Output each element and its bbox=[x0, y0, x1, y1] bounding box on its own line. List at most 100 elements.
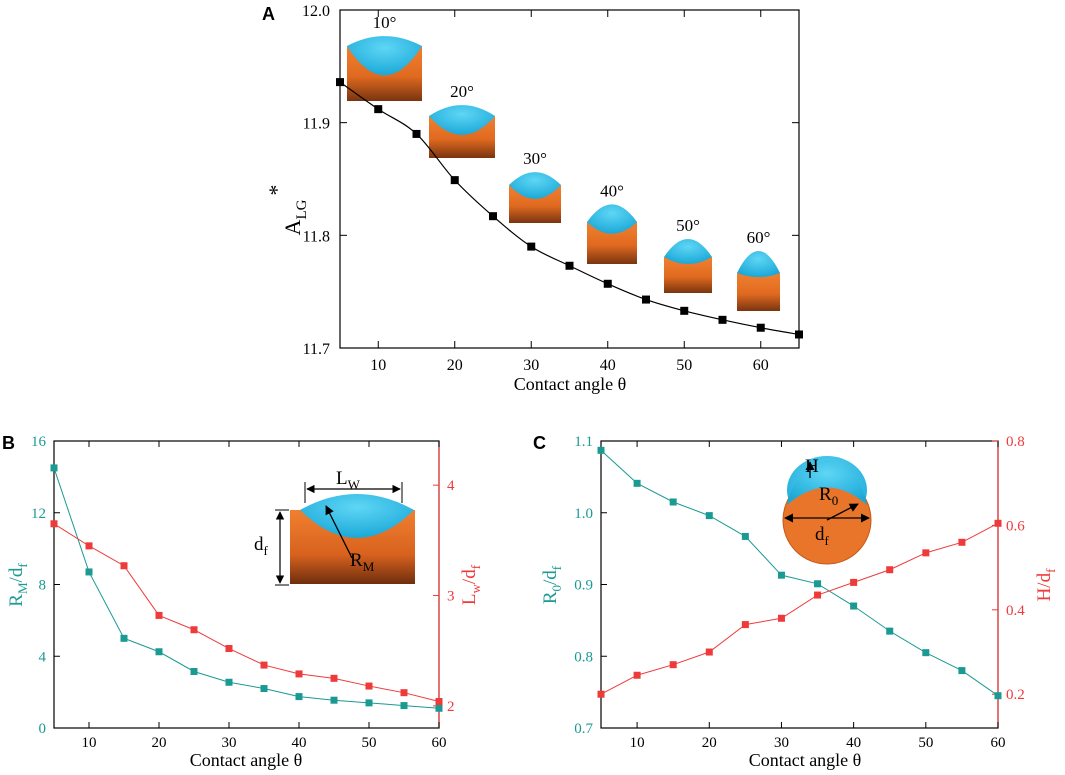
data-point-c-left bbox=[850, 602, 858, 610]
y-tick-label-c-left: 0.9 bbox=[574, 578, 593, 594]
chart-b: 10 20 30 40 50 60 0 4 8 12 16 2 3 4 Contact angle θ R… bbox=[6, 434, 483, 770]
x-tick-label-c: 40 bbox=[846, 735, 861, 751]
y-tick-label-b-right: 2 bbox=[447, 699, 455, 715]
data-point-a bbox=[450, 176, 459, 185]
y-tick-label-c-right: 0.8 bbox=[1006, 434, 1025, 450]
droplet-diagram-b: LW df RM bbox=[254, 468, 415, 586]
data-point-b-left bbox=[120, 634, 128, 642]
svg-text:Lw/df: Lw/df bbox=[459, 564, 483, 605]
x-axis-label-b: Contact angle θ bbox=[190, 750, 303, 770]
droplet-inset-30: 30° bbox=[509, 149, 561, 223]
data-point-b-right bbox=[435, 698, 443, 706]
r0-label: R0 bbox=[819, 484, 838, 508]
data-point-c-left bbox=[994, 692, 1002, 700]
df-label-c: df bbox=[815, 524, 830, 548]
data-point-b-right bbox=[225, 645, 233, 653]
x-tick-label-a: 10 bbox=[370, 357, 386, 374]
y-tick-label-c-left: 1.1 bbox=[574, 434, 593, 450]
data-point-c-left bbox=[886, 627, 894, 635]
data-point-c-right bbox=[633, 671, 641, 679]
panel-label-a: A bbox=[262, 4, 275, 24]
data-point-b-left bbox=[435, 704, 443, 712]
y-tick-label-b-left: 4 bbox=[39, 649, 47, 665]
data-point-a bbox=[795, 330, 803, 339]
data-point-a bbox=[680, 306, 689, 315]
x-axis-label-c: Contact angle θ bbox=[749, 750, 862, 770]
data-point-c-right bbox=[850, 578, 858, 586]
data-point-b-left bbox=[330, 696, 338, 704]
x-tick-label-b: 30 bbox=[222, 735, 237, 751]
data-point-b-right bbox=[85, 542, 93, 550]
data-point-b-right bbox=[155, 611, 163, 619]
y-tick-label-b-left: 12 bbox=[31, 506, 46, 522]
x-tick-label-a: 20 bbox=[447, 357, 463, 374]
data-point-c-right bbox=[777, 614, 785, 622]
data-point-c-left bbox=[705, 512, 713, 520]
data-point-c-right bbox=[705, 648, 713, 656]
y-tick-label-b-left: 8 bbox=[39, 578, 47, 594]
data-point-b-right bbox=[260, 661, 268, 669]
droplet-40 bbox=[587, 204, 637, 234]
y-tick-label-b-left: 16 bbox=[31, 434, 47, 450]
data-point-b-right bbox=[190, 626, 198, 634]
angle-label-50: 50° bbox=[676, 216, 700, 235]
data-point-a bbox=[374, 105, 383, 114]
droplet-inset-10: 10° bbox=[347, 13, 422, 101]
series-line-c-left bbox=[600, 449, 999, 697]
x-tick-label-c: 20 bbox=[702, 735, 717, 751]
svg-text:H/df: H/df bbox=[1034, 568, 1058, 602]
data-point-c-right bbox=[597, 690, 605, 698]
data-point-b-left bbox=[155, 648, 163, 656]
df-label-b: df bbox=[254, 534, 269, 558]
angle-label-10: 10° bbox=[373, 13, 397, 32]
svg-text:R0/df: R0/df bbox=[540, 565, 564, 604]
data-point-a bbox=[336, 78, 344, 87]
x-tick-label-c: 60 bbox=[991, 735, 1006, 751]
data-point-c-right bbox=[994, 519, 1002, 527]
panel-label-b: B bbox=[2, 433, 15, 453]
y-tick-label-a: 11.7 bbox=[303, 341, 330, 358]
substrate-60 bbox=[737, 273, 780, 311]
x-tick-label-b: 10 bbox=[82, 735, 97, 751]
data-point-a bbox=[603, 279, 612, 288]
y-tick-label-b-left: 0 bbox=[39, 721, 47, 737]
data-point-c-left bbox=[922, 649, 930, 657]
y-tick-label-b-right: 4 bbox=[447, 478, 455, 494]
panel-label-c: C bbox=[533, 433, 546, 453]
data-point-c-left bbox=[777, 571, 785, 579]
y-axis-label-b-right: Lw/df bbox=[459, 564, 483, 605]
x-tick-label-a: 50 bbox=[676, 357, 692, 374]
data-point-b-right bbox=[120, 562, 128, 570]
data-point-a bbox=[489, 212, 497, 221]
data-point-b-right bbox=[400, 689, 408, 697]
data-point-a bbox=[642, 295, 650, 304]
x-tick-label-a: 30 bbox=[523, 357, 539, 374]
chart-a: 10 20 30 40 50 60 11.7 11.8 11.9 12.0 10° 20° 30° 40… bbox=[264, 3, 803, 394]
x-tick-label-a: 40 bbox=[600, 357, 616, 374]
y-tick-label-a: 11.9 bbox=[303, 116, 330, 133]
data-point-c-left bbox=[669, 498, 677, 506]
y-tick-label-b-right: 3 bbox=[447, 589, 455, 605]
data-point-b-left bbox=[50, 464, 58, 472]
droplet-50 bbox=[664, 239, 712, 265]
x-tick-label-b: 60 bbox=[432, 735, 447, 751]
y-tick-label-a: 12.0 bbox=[302, 3, 330, 20]
x-tick-label-b: 20 bbox=[152, 735, 167, 751]
x-axis-label-a: Contact angle θ bbox=[514, 374, 627, 394]
droplet-inset-20: 20° bbox=[429, 82, 495, 158]
h-label: H bbox=[805, 456, 819, 477]
x-tick-label-a: 60 bbox=[753, 357, 769, 374]
rm-radius-arrow bbox=[325, 505, 353, 559]
data-point-c-left bbox=[633, 479, 641, 487]
data-point-a bbox=[756, 323, 765, 332]
data-point-c-left bbox=[814, 580, 822, 588]
data-point-b-right bbox=[50, 520, 58, 528]
angle-label-20: 20° bbox=[450, 82, 474, 101]
data-point-c-right bbox=[669, 661, 677, 669]
svg-text:RM/df: RM/df bbox=[6, 563, 30, 607]
droplet-insets-a: 10° 20° 30° 40° 50° 60° bbox=[347, 13, 780, 311]
y-tick-label-a: 11.8 bbox=[303, 228, 330, 245]
y-tick-label-c-right: 0.2 bbox=[1006, 687, 1025, 703]
data-point-a bbox=[565, 261, 574, 270]
